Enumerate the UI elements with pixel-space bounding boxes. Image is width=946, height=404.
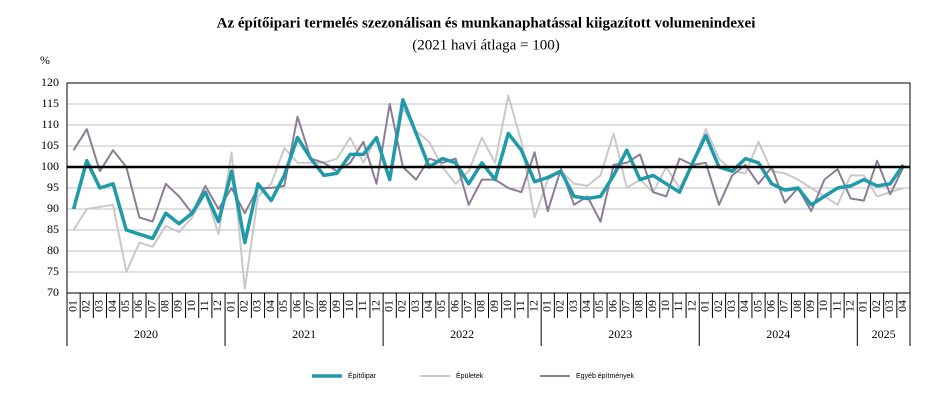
x-group-label: 2023 [608, 327, 632, 341]
y-tick-label: 80 [47, 243, 59, 257]
y-tick-label: 85 [47, 222, 59, 236]
x-tick-label: 05 [750, 300, 764, 312]
x-tick-label: 12 [842, 300, 856, 312]
x-tick-label: 02 [395, 300, 409, 312]
x-tick-label: 10 [658, 300, 672, 312]
x-tick-label: 01 [381, 300, 395, 312]
x-tick-label: 05 [434, 300, 448, 312]
x-tick-label: 03 [566, 300, 580, 312]
x-tick-label: 10 [816, 300, 830, 312]
y-tick-label: 100 [41, 159, 59, 173]
x-tick-label: 06 [763, 300, 777, 312]
x-tick-label: 09 [329, 300, 343, 312]
y-tick-label: 115 [41, 96, 59, 110]
y-tick-label: 105 [41, 138, 59, 152]
x-tick-label: 01 [698, 300, 712, 312]
chart-subtitle: (2021 havi átlaga = 100) [412, 37, 560, 53]
x-tick-label: 12 [368, 300, 382, 312]
x-tick-label: 07 [777, 300, 791, 312]
y-tick-label: 110 [41, 117, 59, 131]
x-tick-label: 10 [184, 300, 198, 312]
x-tick-label: 08 [158, 300, 172, 312]
x-tick-label: 04 [579, 300, 593, 312]
y-tick-label: 90 [47, 201, 59, 215]
x-tick-label: 11 [197, 300, 211, 312]
x-tick-label: 08 [632, 300, 646, 312]
x-tick-label: 07 [619, 300, 633, 312]
x-tick-label: 04 [895, 300, 909, 312]
x-tick-label: 01 [540, 300, 554, 312]
x-tick-label: 03 [408, 300, 422, 312]
x-tick-label: 10 [500, 300, 514, 312]
x-tick-label: 07 [144, 300, 158, 312]
x-tick-label: 06 [289, 300, 303, 312]
x-group-label: 2022 [450, 327, 474, 341]
x-tick-label: 02 [553, 300, 567, 312]
legend-label: Egyéb építmények [576, 373, 634, 380]
x-tick-label: 02 [869, 300, 883, 312]
x-tick-label: 08 [790, 300, 804, 312]
y-tick-label: 75 [47, 264, 59, 278]
x-tick-label: 04 [737, 300, 751, 312]
x-tick-label: 07 [460, 300, 474, 312]
y-tick-label: 70 [47, 285, 59, 299]
x-tick-label: 11 [829, 300, 843, 312]
x-tick-label: 09 [803, 300, 817, 312]
x-tick-label: 04 [263, 300, 277, 312]
x-group-label: 2020 [134, 327, 158, 341]
legend-label: Építőipar [348, 371, 377, 380]
x-group-label: 2024 [766, 327, 790, 341]
x-tick-label: 11 [671, 300, 685, 312]
x-tick-label: 11 [513, 300, 527, 312]
x-tick-label: 05 [118, 300, 132, 312]
x-tick-label: 12 [210, 300, 224, 312]
y-unit: % [40, 53, 50, 67]
x-tick-label: 09 [645, 300, 659, 312]
x-tick-label: 03 [250, 300, 264, 312]
x-tick-label: 01 [856, 300, 870, 312]
series-line [72, 94, 904, 290]
x-tick-label: 09 [171, 300, 185, 312]
x-tick-label: 12 [526, 300, 540, 312]
x-tick-label: 06 [447, 300, 461, 312]
x-tick-label: 12 [684, 300, 698, 312]
legend-label: Épületek [456, 371, 484, 380]
x-group-label: 2021 [292, 327, 316, 341]
x-tick-label: 07 [302, 300, 316, 312]
x-tick-label: 08 [474, 300, 488, 312]
x-tick-label: 03 [724, 300, 738, 312]
x-tick-label: 03 [92, 300, 106, 312]
x-tick-label: 02 [711, 300, 725, 312]
x-tick-label: 05 [276, 300, 290, 312]
x-tick-label: 04 [421, 300, 435, 312]
x-tick-label: 11 [355, 300, 369, 312]
x-tick-label: 08 [316, 300, 330, 312]
series-line [71, 98, 905, 245]
x-tick-label: 06 [131, 300, 145, 312]
y-tick-label: 95 [47, 180, 59, 194]
x-tick-label: 01 [65, 300, 79, 312]
x-tick-label: 06 [605, 300, 619, 312]
x-tick-label: 03 [882, 300, 896, 312]
x-tick-label: 01 [223, 300, 237, 312]
x-group-label: 2025 [872, 327, 896, 341]
chart-title: Az építőipari termelés szezonálisan és m… [217, 15, 756, 31]
y-tick-label: 120 [41, 75, 59, 89]
x-tick-label: 05 [592, 300, 606, 312]
x-tick-label: 10 [342, 300, 356, 312]
x-tick-label: 02 [79, 300, 93, 312]
x-tick-label: 09 [487, 300, 501, 312]
x-tick-label: 04 [105, 300, 119, 312]
x-tick-label: 02 [237, 300, 251, 312]
